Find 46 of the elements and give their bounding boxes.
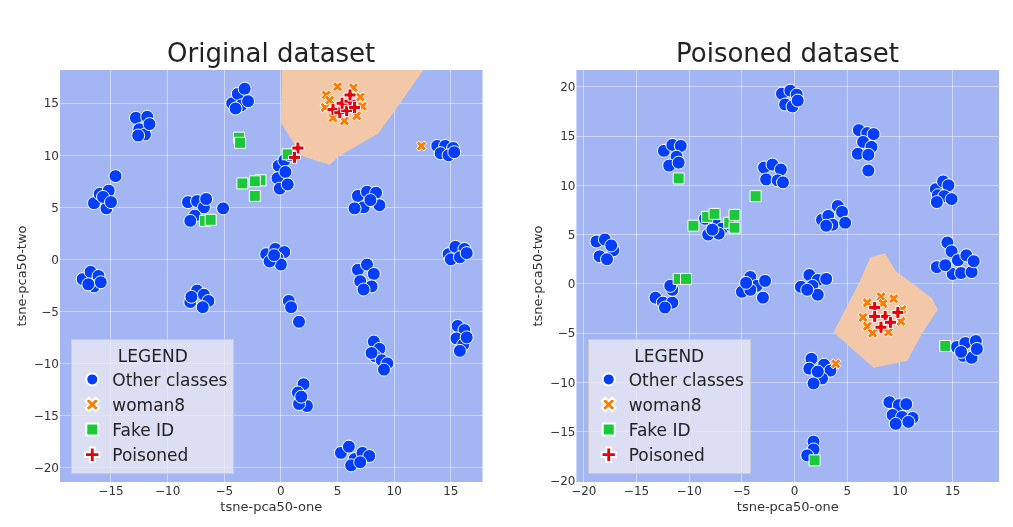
y-tick-label: 15 <box>560 129 576 144</box>
x-tick-label: 5 <box>843 484 852 498</box>
x-tick-label: 10 <box>386 484 402 498</box>
y-tick-label: 20 <box>560 79 576 94</box>
x-tick-label: −10 <box>676 484 702 498</box>
x-axis-title: tsne-pca50-one <box>736 498 839 514</box>
legend-label: Other classes <box>628 370 745 391</box>
y-tick-label: 0 <box>51 252 59 267</box>
y-tick-label: 0 <box>567 277 576 292</box>
legend-label: Poisoned <box>112 445 189 466</box>
x-tick-label: −5 <box>733 484 751 498</box>
y-tick-label: −15 <box>33 408 59 423</box>
x-tick-label: −15 <box>623 484 650 498</box>
x-tick-label: 0 <box>277 484 285 498</box>
x-tick-label: 0 <box>790 484 799 498</box>
legend-label: Other classes <box>112 370 228 391</box>
y-tick-label: −10 <box>550 375 576 390</box>
legend-title: LEGEND <box>117 345 188 366</box>
x-tick-label: 15 <box>443 484 459 498</box>
y-tick-label: −15 <box>550 424 576 439</box>
y-tick-label: −5 <box>41 304 59 319</box>
legend-label: Fake ID <box>112 420 175 441</box>
y-tick-label: 10 <box>43 148 59 163</box>
x-tick-label: 15 <box>945 484 961 498</box>
legend-title: LEGEND <box>634 345 705 366</box>
y-axis-title: tsne-pca50-two <box>530 225 546 327</box>
x-tick-label: 5 <box>333 484 342 498</box>
y-tick-label: 5 <box>567 227 576 242</box>
x-tick-label: −15 <box>98 484 124 498</box>
y-tick-label: 5 <box>51 200 59 215</box>
x-axis-title: tsne-pca50-one <box>220 498 323 514</box>
legend-label: woman8 <box>628 395 702 416</box>
legend-label: Poisoned <box>628 445 705 466</box>
y-tick-label: 15 <box>43 96 59 111</box>
x-tick-label: −10 <box>154 484 181 498</box>
chart-title: Original dataset <box>167 38 376 68</box>
y-tick-label: 10 <box>560 178 576 193</box>
y-tick-label: −5 <box>557 326 576 341</box>
x-tick-label: 10 <box>892 484 908 498</box>
y-axis-title: tsne-pca50-two <box>13 225 29 327</box>
x-tick-label: −5 <box>215 484 234 498</box>
chart-title: Poisoned dataset <box>676 38 899 68</box>
legend-label: woman8 <box>112 395 186 416</box>
legend-label: Fake ID <box>628 420 691 441</box>
y-tick-label: −20 <box>33 460 59 475</box>
y-tick-label: −10 <box>33 356 59 371</box>
